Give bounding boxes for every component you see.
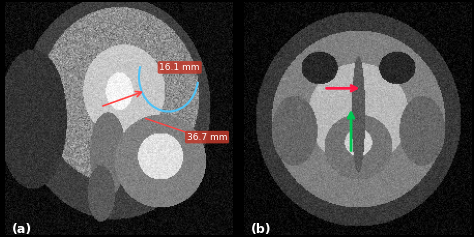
Text: (a): (a) (11, 223, 32, 236)
Text: 16.1 mm: 16.1 mm (159, 63, 200, 72)
Text: (b): (b) (251, 223, 272, 236)
Text: 36.7 mm: 36.7 mm (187, 132, 227, 141)
